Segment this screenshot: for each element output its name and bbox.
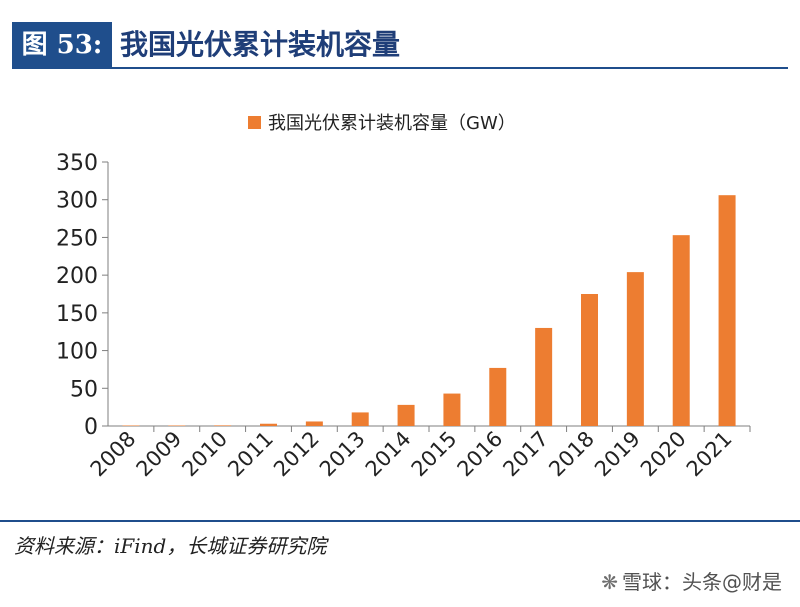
x-tick-label: 2017 [498,427,553,482]
x-tick-label: 2018 [544,427,599,482]
x-tick-label: 2016 [453,427,508,482]
figure-header: 图 53: 我国光伏累计装机容量 [0,0,800,70]
header-divider [12,67,788,69]
bar-2011 [260,423,277,426]
bar-2013 [351,412,369,426]
y-tick-label: 0 [84,415,98,440]
y-tick-label: 50 [70,377,98,402]
y-tick-label: 300 [56,189,98,214]
figure-title: 我国光伏累计装机容量 [120,28,401,61]
bar-2017 [535,327,553,426]
x-tick-label: 2021 [682,427,737,482]
snowball-logo-icon: ❋ [601,570,618,594]
bar-2018 [581,294,598,426]
x-tick-label: 2009 [132,427,187,482]
bar-2012 [305,421,323,426]
x-tick-label: 2012 [269,427,324,482]
footer-divider [0,520,800,522]
bar-2019 [626,272,644,426]
bar-2014 [397,404,415,426]
y-tick-label: 100 [56,340,98,365]
bar-2021 [718,195,736,426]
y-tick-label: 150 [56,302,98,327]
chart-area: 我国光伏累计装机容量（GW） 0 50 100 150 200 250 300 350 2008 2… [0,70,800,520]
legend-swatch [248,116,261,129]
x-tick-label: 2020 [636,427,691,482]
y-tick-label: 250 [56,226,98,251]
legend-label: 我国光伏累计装机容量（GW） [268,113,516,134]
watermark: ❋ 雪球：头条@财是 [601,566,782,595]
x-tick-label: 2019 [590,427,645,482]
source-note: 资料来源：iFind，长城证券研究院 [14,534,327,558]
bar-chart: 我国光伏累计装机容量（GW）05010015020025030035020082… [56,113,751,482]
x-tick-label: 2013 [315,427,370,482]
figure-number-badge: 图 53: [12,22,112,68]
bar-2015 [443,393,461,426]
bar-2020 [672,235,690,426]
bar-2009 [168,425,186,426]
x-tick-label: 2014 [361,427,416,482]
x-tick-label: 2011 [223,427,278,482]
x-tick-label: 2010 [177,427,232,482]
bar-2008 [122,425,140,426]
y-tick-label: 200 [56,264,98,289]
watermark-text: 雪球：头条@财是 [622,570,782,594]
bar-2010 [214,425,232,426]
bar-2016 [489,367,507,426]
y-tick-label: 350 [56,151,98,176]
x-tick-label: 2015 [407,427,462,482]
